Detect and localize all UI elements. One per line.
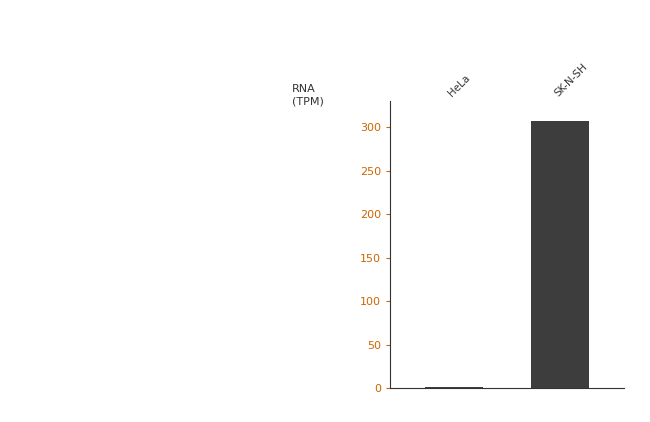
- Text: SK-N-SH: SK-N-SH: [553, 62, 590, 98]
- Bar: [424, 387, 483, 388]
- Text: HeLa: HeLa: [447, 73, 473, 98]
- Bar: [531, 121, 590, 388]
- Text: RNA
(TPM): RNA (TPM): [292, 84, 324, 106]
